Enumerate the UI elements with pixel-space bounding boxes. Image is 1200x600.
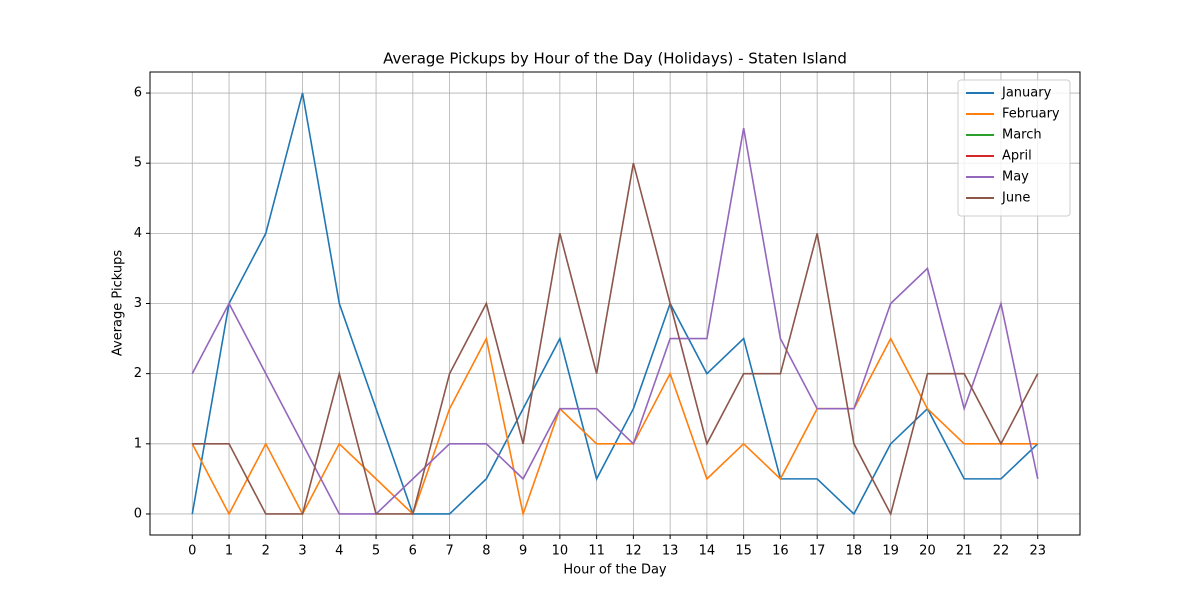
- plot-frame: [149, 71, 1081, 536]
- x-tick-label: 9: [519, 544, 527, 559]
- x-tick-label: 18: [846, 544, 863, 559]
- x-tick-label: 2: [262, 544, 270, 559]
- x-tick-label: 10: [552, 544, 569, 559]
- y-tick-label: 2: [134, 366, 142, 381]
- legend-label: June: [1001, 191, 1030, 206]
- x-tick-label: 23: [1029, 544, 1046, 559]
- x-tick-label: 11: [588, 544, 605, 559]
- y-axis-label: Average Pickups: [111, 250, 126, 356]
- x-axis-label: Hour of the Day: [563, 563, 667, 578]
- series-line: [191, 336, 1038, 517]
- legend: January February March April May June: [957, 79, 1071, 217]
- x-tick-label: 8: [482, 544, 490, 559]
- x-tick-label: 0: [188, 544, 196, 559]
- y-tick-label: 6: [134, 86, 142, 101]
- x-tick-label: 5: [372, 544, 380, 559]
- legend-label: January: [1001, 86, 1052, 101]
- legend-label: March: [1002, 128, 1042, 143]
- y-tick-label: 5: [134, 156, 142, 171]
- x-tick-label: 17: [809, 544, 826, 559]
- x-tick-label: 19: [882, 544, 899, 559]
- y-tick-label: 3: [134, 296, 142, 311]
- x-tick-label: 1: [225, 544, 233, 559]
- x-tick-label: 16: [772, 544, 789, 559]
- x-tick-label: 12: [625, 544, 642, 559]
- x-tick-label: 6: [409, 544, 417, 559]
- series-line: [191, 127, 1039, 515]
- x-tick-label: 22: [993, 544, 1010, 559]
- series-line: [192, 162, 1039, 517]
- legend-label: February: [1002, 107, 1060, 122]
- x-tick-label: 4: [335, 544, 343, 559]
- legend-label: April: [1002, 149, 1032, 164]
- chart-title: Average Pickups by Hour of the Day (Holi…: [383, 50, 847, 68]
- x-tick-label: 13: [662, 544, 679, 559]
- x-tick-label: 7: [445, 544, 453, 559]
- x-tick-label: 14: [699, 544, 716, 559]
- y-tick-label: 4: [134, 226, 142, 241]
- legend-label: May: [1002, 170, 1029, 185]
- x-tick-label: 21: [956, 544, 973, 559]
- x-tick-label: 15: [735, 544, 752, 559]
- y-tick-label: 0: [134, 506, 142, 521]
- x-tick-label: 3: [298, 544, 306, 559]
- y-tick-label: 1: [134, 436, 142, 451]
- x-tick-label: 20: [919, 544, 936, 559]
